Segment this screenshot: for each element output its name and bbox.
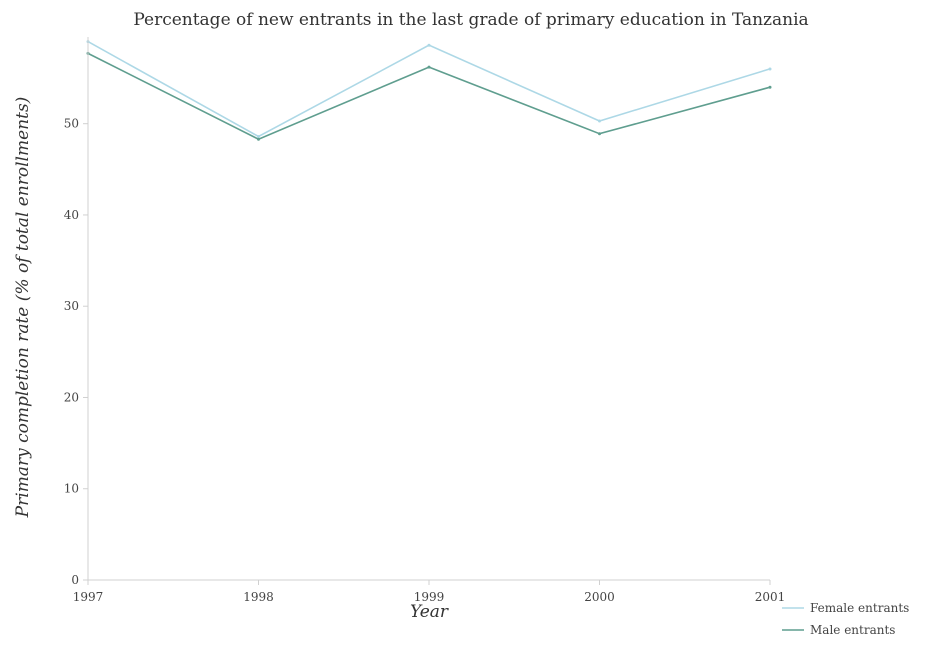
legend-label: Male entrants [810, 623, 895, 637]
axes: 0 10 20 30 40 50 1997 1998 1999 2000 2001 [64, 37, 786, 604]
legend: Female entrants Male entrants [782, 601, 909, 637]
y-tick-label: 0 [71, 573, 79, 587]
y-axis-title: Primary completion rate (% of total enro… [13, 97, 33, 519]
data-point [427, 65, 431, 69]
x-tick-label: 1998 [243, 590, 274, 604]
series-line-female [87, 40, 771, 138]
plot-area [86, 40, 772, 141]
y-tick-label: 40 [64, 208, 79, 222]
legend-label: Female entrants [810, 601, 909, 615]
data-point [598, 119, 601, 123]
y-tick-label: 20 [64, 390, 79, 404]
y-tick-label: 50 [64, 117, 79, 131]
data-point [768, 85, 772, 89]
y-tick-label: 10 [64, 482, 79, 496]
x-tick-label: 2001 [755, 590, 786, 604]
data-point [257, 134, 260, 138]
data-point [598, 132, 601, 136]
y-tick-label: 30 [64, 299, 79, 313]
x-tick-label: 2000 [584, 590, 615, 604]
x-axis-title: Year [410, 602, 449, 622]
data-point [427, 43, 431, 47]
data-point [257, 137, 260, 141]
x-tick-label: 1997 [73, 590, 104, 604]
x-tick-label: 1999 [414, 590, 445, 604]
data-point [768, 67, 772, 71]
chart-title: Percentage of new entrants in the last g… [133, 10, 808, 30]
